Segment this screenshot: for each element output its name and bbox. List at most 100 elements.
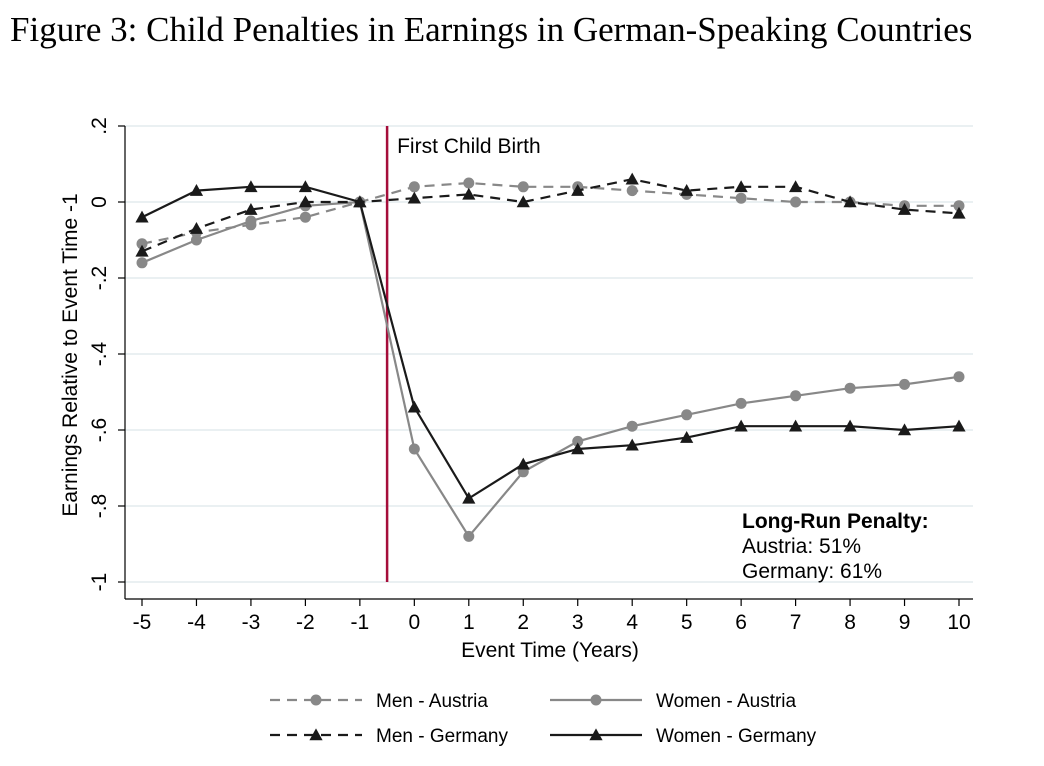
event-line-label: First Child Birth <box>397 135 541 158</box>
data-point-marker <box>680 184 694 196</box>
data-point-marker <box>136 238 148 250</box>
data-point-marker <box>244 180 258 193</box>
data-point-marker <box>516 195 530 208</box>
data-point-marker <box>789 419 803 432</box>
data-point-marker <box>626 420 638 432</box>
grid-lines <box>125 125 973 583</box>
annotation-line: Austria: 51% <box>742 535 861 558</box>
data-point-marker <box>952 206 966 219</box>
data-point-marker <box>953 200 965 212</box>
data-point-marker <box>463 530 475 542</box>
series-line <box>141 181 959 245</box>
data-point-marker <box>571 184 585 196</box>
series-line <box>141 178 960 253</box>
x-tick-label: -5 <box>133 611 152 634</box>
series-men-austria <box>136 177 965 250</box>
legend-entry: Men - Austria <box>270 691 488 712</box>
data-point-marker <box>843 419 857 432</box>
x-tick-label: -4 <box>187 611 206 634</box>
data-point-marker <box>190 234 202 246</box>
data-point-marker <box>310 694 322 706</box>
data-point-marker <box>298 180 312 193</box>
data-point-marker <box>625 172 639 185</box>
y-tick-label: .2 <box>88 117 111 135</box>
legend-label: Women - Germany <box>656 726 817 747</box>
axes: .2 0 -.2 -.4 -.6 -.8 -1 -5 -4 -3 -2 -1 0 1 2 3 4 5 6 7 8 9 10 E… <box>59 117 973 662</box>
data-point-marker <box>953 371 965 383</box>
x-tick-label: -2 <box>296 611 315 634</box>
data-point-marker <box>353 195 367 208</box>
x-tick-label: 5 <box>681 611 693 634</box>
series-group <box>135 172 966 542</box>
data-point-marker <box>897 203 912 215</box>
legend-label: Men - Germany <box>376 726 508 747</box>
y-tick-label: -.4 <box>88 341 111 366</box>
data-point-marker <box>516 457 530 470</box>
y-tick-label: 0 <box>88 196 111 208</box>
data-point-marker <box>734 419 748 432</box>
x-tick-label: 1 <box>463 611 475 634</box>
data-point-marker <box>897 423 912 436</box>
x-tick-label: 4 <box>626 611 638 634</box>
event-line-group: First Child Birth <box>385 126 541 582</box>
data-point-marker <box>135 244 149 257</box>
legend-label: Women - Austria <box>656 691 797 712</box>
legend-entry: Men - Germany <box>270 726 508 747</box>
data-point-marker <box>244 203 258 215</box>
data-point-marker <box>309 728 323 741</box>
legend-entry: Women - Austria <box>550 691 797 712</box>
data-point-marker <box>462 491 476 504</box>
figure-title: Figure 3: Child Penalties in Earnings in… <box>10 10 973 49</box>
series-women-germany <box>135 180 966 504</box>
annotation-group: Long-Run Penalty:Austria: 51%Germany: 61… <box>742 510 929 583</box>
data-point-marker <box>734 180 748 193</box>
data-point-marker <box>189 222 204 234</box>
data-point-marker <box>680 431 694 443</box>
x-tick-label: 3 <box>572 611 584 634</box>
legend-entry: Women - Germany <box>550 726 817 747</box>
data-point-marker <box>462 187 476 200</box>
x-tick-label: 8 <box>844 611 856 634</box>
data-point-marker <box>408 181 420 193</box>
data-point-marker <box>571 442 585 455</box>
y-tick-label: -.6 <box>88 418 111 443</box>
series-men-germany <box>135 172 966 257</box>
y-tick-label: -.8 <box>88 494 111 519</box>
x-tick-label: -3 <box>242 611 261 634</box>
data-point-marker <box>572 435 584 447</box>
data-point-marker <box>135 210 149 223</box>
y-axis-title: Earnings Relative to Event Time -1 <box>59 193 82 516</box>
x-tick-label: 2 <box>517 611 529 634</box>
y-tick-label: -1 <box>88 573 111 592</box>
data-point-marker <box>790 196 802 208</box>
x-tick-label: 7 <box>790 611 802 634</box>
y-tick-label: -.2 <box>88 266 111 291</box>
data-point-marker <box>735 397 747 409</box>
series-line <box>141 185 960 500</box>
x-tick-label: 10 <box>947 611 970 634</box>
series-line <box>141 200 960 539</box>
legend-label: Men - Austria <box>376 691 488 712</box>
data-point-marker <box>589 728 603 741</box>
data-point-marker <box>626 185 638 197</box>
data-point-marker <box>407 400 421 413</box>
data-point-marker <box>189 184 204 196</box>
data-point-marker <box>899 378 911 390</box>
x-axis-title: Event Time (Years) <box>461 639 639 662</box>
data-point-marker <box>681 409 693 421</box>
data-point-marker <box>407 191 421 204</box>
data-point-marker <box>844 382 856 394</box>
data-point-marker <box>298 195 312 208</box>
data-point-marker <box>952 419 966 432</box>
data-point-marker <box>790 390 802 402</box>
data-point-marker <box>590 694 602 706</box>
annotation-line: Germany: 61% <box>742 560 882 583</box>
legend: Men - Austria Women - Austria Men - German… <box>270 691 817 747</box>
x-tick-label: 0 <box>408 611 420 634</box>
data-point-marker <box>463 177 475 189</box>
data-point-marker <box>136 257 148 269</box>
data-point-marker <box>625 438 639 451</box>
data-point-marker <box>735 192 747 204</box>
x-tick-label: 6 <box>735 611 747 634</box>
